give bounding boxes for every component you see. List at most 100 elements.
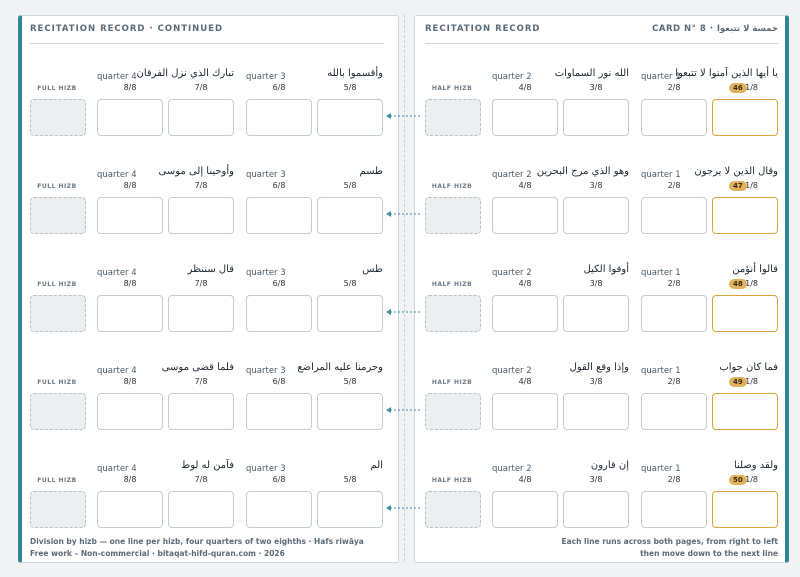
- quarter-label: quarter 4: [97, 72, 137, 82]
- quarter-label: quarter 2: [492, 72, 532, 82]
- eighth-label: 7/8: [194, 83, 208, 92]
- eighth-box: [492, 99, 558, 136]
- hizb-box: [425, 295, 481, 332]
- header-rule: [30, 43, 384, 44]
- eighth-label: 8/8: [123, 181, 137, 190]
- quarter-label: quarter 1: [641, 464, 681, 474]
- quarter-opening: تبارك الذي نزل الفرقان: [136, 68, 235, 79]
- hizb-box: [425, 197, 481, 234]
- eighth-box: [246, 99, 312, 136]
- eighth-label: 1/8: [745, 181, 758, 190]
- eighth-box: [563, 295, 629, 332]
- eighth-box: [317, 393, 383, 430]
- footer-line: Each line runs across both pages, from r…: [561, 537, 778, 546]
- hizb-label: FULL HIZB: [37, 281, 77, 288]
- quarter-opening: طسم: [359, 166, 383, 177]
- quarter-label: quarter 2: [492, 268, 532, 278]
- eighth-box: [97, 295, 163, 332]
- eighth-label: 6/8: [272, 475, 286, 484]
- header-rule: [425, 43, 778, 44]
- arrow-head: [386, 211, 391, 217]
- fold-line: [404, 15, 405, 561]
- eighth-label: 2/8: [667, 83, 681, 92]
- eighth-label: 8/8: [123, 475, 137, 484]
- quarter-label: quarter 1: [641, 72, 681, 82]
- eighth-label: 4/8: [518, 475, 532, 484]
- quarter-opening: وإذا وقع القول: [569, 362, 629, 373]
- eighth-label: 5/8: [343, 377, 357, 386]
- arrow-head: [386, 309, 391, 315]
- eighth-label: 3/8: [589, 279, 603, 288]
- eighth-label: 4/8: [518, 83, 532, 92]
- quarter-label: quarter 2: [492, 464, 532, 474]
- eighth-label: 6/8: [272, 83, 286, 92]
- eighth-box: [168, 197, 234, 234]
- eighth-box: [168, 295, 234, 332]
- left-header: RECITATION RECORD · CONTINUED: [30, 24, 224, 34]
- quarter-label: quarter 3: [246, 464, 286, 474]
- hizb-box: [30, 393, 86, 430]
- eighth-box: [641, 295, 707, 332]
- quarter-opening: قالوا أنؤمن: [732, 264, 778, 275]
- right-header: RECITATION RECORD: [425, 24, 541, 34]
- hizb-label: HALF HIZB: [431, 85, 473, 92]
- hizb-box: [30, 99, 86, 136]
- footer-line: Free work – Non-commercial · bitaqat-hif…: [30, 549, 285, 558]
- eighth-label: 3/8: [589, 475, 603, 484]
- quarter-label: quarter 1: [641, 268, 681, 278]
- eighth-label: 2/8: [667, 377, 681, 386]
- eighth-box: [641, 99, 707, 136]
- eighth-label: 7/8: [194, 279, 208, 288]
- arrow-head: [386, 407, 391, 413]
- eighth-box: [97, 99, 163, 136]
- eighth-box: [246, 197, 312, 234]
- eighth-label: 3/8: [589, 377, 603, 386]
- hizb-number: 50: [729, 475, 747, 485]
- hizb-box: [425, 99, 481, 136]
- eighth-box: [492, 491, 558, 528]
- hizb-label: FULL HIZB: [37, 477, 77, 484]
- eighth-box: [492, 393, 558, 430]
- eighth-box: [712, 197, 778, 234]
- hizb-box: [425, 491, 481, 528]
- quarter-label: quarter 1: [641, 366, 681, 376]
- footer-line: then move down to the next line: [640, 549, 778, 558]
- eighth-box: [168, 99, 234, 136]
- eighth-label: 3/8: [589, 181, 603, 190]
- quarter-label: quarter 4: [97, 268, 137, 278]
- hizb-number: 48: [729, 279, 747, 289]
- quarter-label: quarter 1: [641, 170, 681, 180]
- hizb-box: [30, 295, 86, 332]
- eighth-box: [168, 393, 234, 430]
- quarter-opening: إن قارون: [590, 460, 629, 471]
- hizb-label: HALF HIZB: [431, 477, 473, 484]
- eighth-box: [563, 393, 629, 430]
- eighth-box: [246, 295, 312, 332]
- quarter-label: quarter 4: [97, 464, 137, 474]
- eighth-label: 2/8: [667, 279, 681, 288]
- quarter-opening: أوفوا الكيل: [583, 264, 629, 275]
- eighth-label: 3/8: [589, 83, 603, 92]
- eighth-label: 8/8: [123, 377, 137, 386]
- eighth-box: [563, 197, 629, 234]
- hizb-box: [30, 197, 86, 234]
- eighth-box: [712, 491, 778, 528]
- quarter-opening: وهو الذي مرج البحرين: [536, 166, 629, 177]
- eighth-box: [563, 99, 629, 136]
- hizb-label: FULL HIZB: [37, 183, 77, 190]
- hizb-label: FULL HIZB: [37, 379, 77, 386]
- quarter-opening: يا أيها الذين آمنوا لا تتبعوا: [675, 68, 778, 79]
- quarter-opening: وأقسموا بالله: [327, 68, 383, 79]
- hizb-number: 46: [729, 83, 747, 93]
- eighth-label: 5/8: [343, 279, 357, 288]
- eighth-label: 1/8: [745, 377, 758, 386]
- quarter-label: quarter 3: [246, 268, 286, 278]
- eighth-box: [97, 197, 163, 234]
- eighth-box: [712, 99, 778, 136]
- eighth-label: 8/8: [123, 83, 137, 92]
- eighth-box: [317, 295, 383, 332]
- eighth-label: 7/8: [194, 181, 208, 190]
- eighth-box: [641, 197, 707, 234]
- quarter-opening: ولقد وصلنا: [733, 460, 778, 471]
